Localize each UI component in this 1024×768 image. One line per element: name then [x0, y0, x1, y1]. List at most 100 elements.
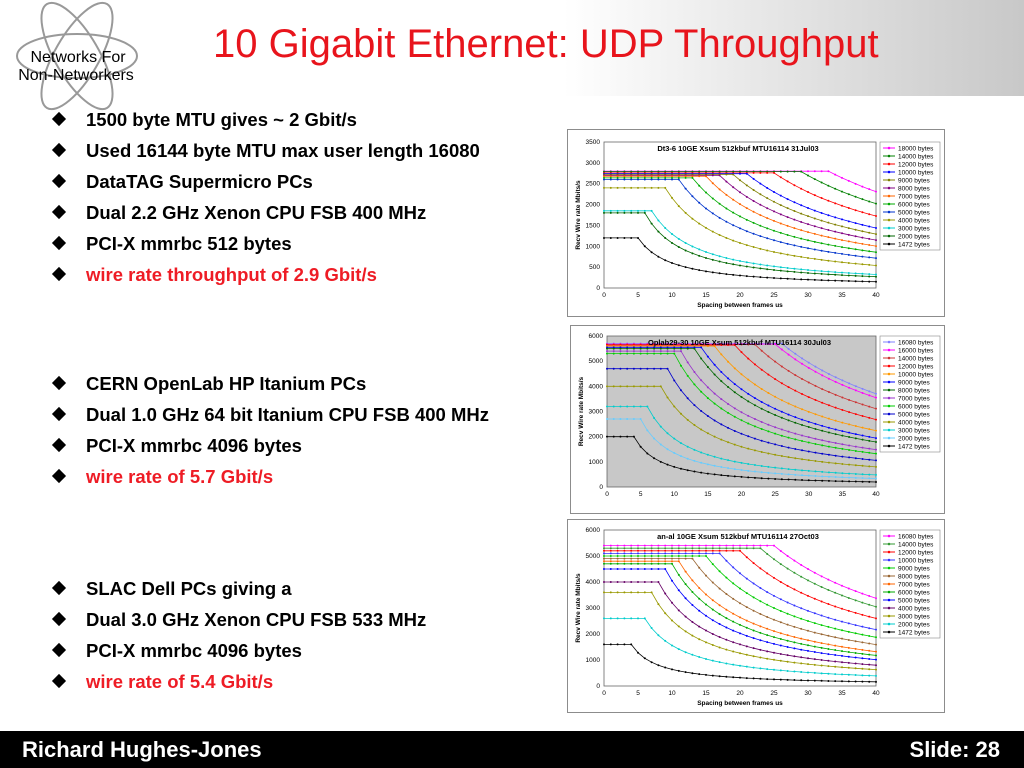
data-point [659, 425, 662, 428]
data-point [827, 665, 830, 668]
data-point [603, 617, 605, 620]
data-point [841, 443, 844, 446]
data-point [671, 552, 673, 555]
data-point [753, 404, 756, 407]
data-point [643, 176, 646, 179]
data-point [847, 193, 850, 196]
bullet-text: 1500 byte MTU gives ~ 2 Gbit/s [86, 109, 357, 130]
data-point [657, 555, 660, 557]
data-point [793, 235, 796, 238]
data-point [861, 275, 864, 278]
data-point [868, 458, 871, 461]
data-point [705, 549, 707, 552]
data-point [711, 271, 714, 274]
data-point [650, 178, 653, 181]
data-point [827, 647, 830, 650]
data-point [820, 575, 823, 578]
data-point [807, 663, 809, 666]
data-point [868, 390, 871, 393]
data-point [801, 434, 804, 437]
legend-entry: 7000 bytes [898, 395, 931, 402]
data-point [643, 186, 646, 189]
data-point [705, 641, 707, 644]
data-point [868, 473, 871, 476]
data-point [774, 472, 777, 475]
y-tick-label: 3500 [586, 139, 601, 146]
data-point [767, 441, 770, 444]
data-point [827, 431, 830, 434]
data-point [841, 204, 843, 207]
data-point [807, 639, 809, 642]
data-point [698, 175, 701, 178]
data-point [801, 440, 804, 443]
data-point [787, 473, 790, 476]
data-point [847, 280, 850, 283]
data-point [720, 474, 723, 477]
data-point [745, 547, 748, 550]
data-point [807, 649, 809, 652]
data-point [653, 350, 656, 353]
data-point [609, 236, 612, 239]
data-point [677, 625, 680, 628]
data-point [800, 237, 803, 240]
data-point [834, 471, 837, 474]
data-point [720, 457, 723, 460]
data-point [779, 581, 782, 583]
data-point [691, 555, 694, 557]
data-point [698, 597, 701, 600]
y-axis-label: Recv Wire rate Mbits/s [578, 376, 585, 446]
data-point [801, 393, 804, 396]
data-point [671, 241, 673, 244]
data-point [650, 591, 653, 594]
data-point [841, 462, 844, 465]
data-point [813, 194, 816, 197]
data-point [807, 568, 809, 570]
data-point [664, 186, 667, 189]
data-point [684, 241, 687, 244]
data-point [752, 582, 755, 585]
data-point [861, 387, 864, 390]
data-point [752, 171, 755, 174]
data-point [774, 453, 777, 456]
data-point [650, 176, 653, 179]
data-point [606, 405, 608, 408]
data-point [841, 232, 843, 235]
data-point [793, 270, 796, 273]
data-point [609, 549, 612, 552]
data-point [705, 207, 707, 210]
data-point [766, 678, 769, 681]
data-point [834, 406, 837, 409]
legend-entry: 5000 bytes [898, 411, 931, 418]
data-point [619, 435, 622, 438]
legend-marker [887, 396, 891, 400]
data-point [616, 178, 619, 181]
data-point [861, 438, 864, 441]
x-tick-label: 25 [770, 690, 778, 697]
data-point [834, 480, 837, 483]
data-point [834, 462, 837, 465]
data-point [705, 657, 707, 660]
data-point [807, 441, 810, 444]
data-point [612, 435, 615, 438]
data-point [868, 642, 871, 645]
data-point [875, 465, 877, 468]
data-point [868, 405, 871, 408]
data-point [841, 645, 843, 648]
data-point [630, 209, 633, 212]
data-point [813, 248, 816, 251]
data-point [841, 383, 844, 386]
data-point [868, 480, 871, 483]
data-point [787, 402, 790, 405]
data-point [827, 270, 830, 273]
data-point [779, 669, 782, 672]
data-point [632, 435, 635, 438]
data-point [659, 352, 662, 355]
data-point [821, 470, 824, 473]
data-point [861, 242, 864, 245]
data-point [664, 226, 667, 229]
data-point [820, 585, 823, 588]
data-point [643, 581, 646, 583]
data-point [827, 426, 830, 429]
data-point [848, 456, 851, 459]
data-point [650, 549, 653, 552]
